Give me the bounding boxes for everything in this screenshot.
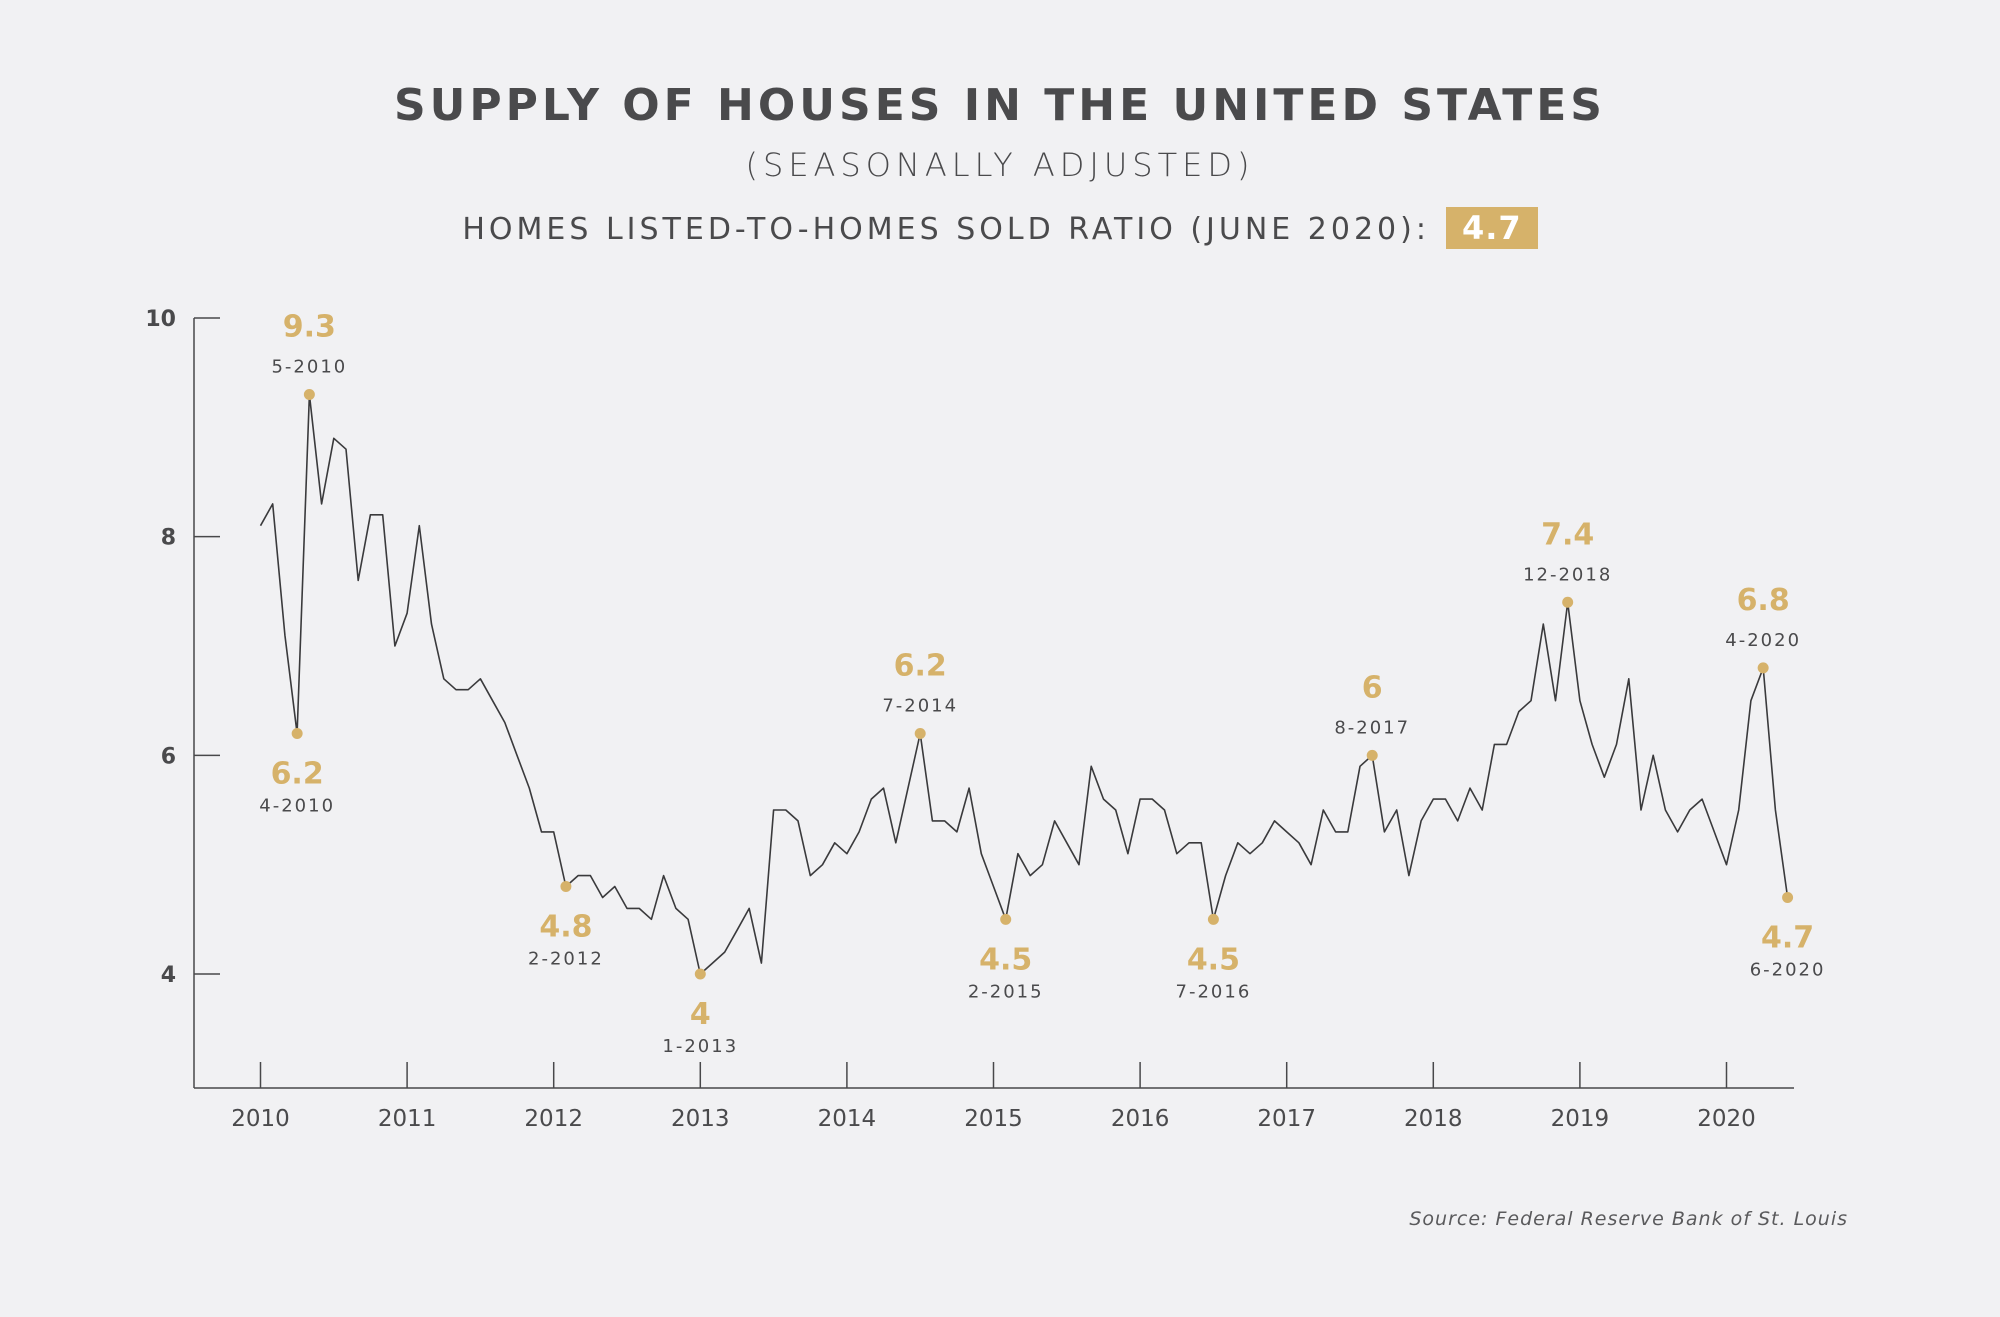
annotation-point (560, 881, 572, 893)
x-tick-label: 2020 (1697, 1106, 1756, 1132)
annotation-point (1000, 913, 1012, 925)
x-tick-label: 2015 (964, 1106, 1023, 1132)
annotation-point (1757, 662, 1769, 674)
x-tick-label: 2019 (1551, 1106, 1610, 1132)
annotation-value: 4.5 (1187, 942, 1240, 977)
annotation-value: 4.7 (1761, 920, 1814, 955)
annotation-date: 7-2014 (882, 695, 958, 716)
annotation-point (1366, 749, 1378, 761)
annotation-value: 7.4 (1541, 517, 1594, 552)
x-tick-label: 2011 (378, 1106, 437, 1132)
annotation-point (694, 968, 706, 980)
annotation-value: 4.8 (539, 910, 592, 945)
annotation-value: 9.3 (283, 310, 336, 345)
chart-subtitle: (SEASONALLY ADJUSTED) (745, 146, 1255, 184)
ratio-line: HOMES LISTED-TO-HOMES SOLD RATIO (JUNE 2… (0, 207, 2000, 249)
y-tick-label: 8 (161, 526, 176, 551)
annotation-date: 5-2010 (271, 357, 347, 378)
annotation-date: 12-2018 (1523, 564, 1612, 585)
annotation-value: 6.8 (1737, 583, 1790, 618)
annotation-point (1207, 913, 1219, 925)
annotation-value: 6.2 (894, 648, 947, 683)
source-note: Source: Federal Reserve Bank of St. Loui… (1409, 1208, 1848, 1230)
annotation-value: 4 (690, 997, 711, 1032)
annotation-date: 7-2016 (1176, 981, 1252, 1002)
annotation-date: 1-2013 (662, 1036, 738, 1057)
annotation-point (291, 727, 303, 739)
x-tick-label: 2017 (1257, 1106, 1316, 1132)
x-tick-label: 2012 (524, 1106, 583, 1132)
annotation-value: 6.2 (271, 756, 324, 791)
y-tick-label: 10 (145, 307, 176, 332)
annotation-value: 6 (1362, 670, 1383, 705)
ratio-label: HOMES LISTED-TO-HOMES SOLD RATIO (JUNE 2… (462, 212, 1430, 247)
annotation-value: 4.5 (979, 942, 1032, 977)
annotation-point (914, 727, 926, 739)
y-tick-label: 4 (161, 963, 176, 988)
annotation-date: 4-2020 (1725, 630, 1801, 651)
annotation-date: 6-2020 (1750, 959, 1826, 980)
ratio-value-badge: 4.7 (1445, 207, 1538, 249)
x-tick-label: 2014 (818, 1106, 877, 1132)
annotation-point (1782, 891, 1794, 903)
annotation-date: 2-2015 (968, 981, 1044, 1002)
chart-title: SUPPLY OF HOUSES IN THE UNITED STATES (393, 80, 1606, 131)
x-tick-label: 2016 (1111, 1106, 1170, 1132)
x-tick-label: 2010 (231, 1106, 290, 1132)
y-tick-label: 6 (161, 744, 176, 769)
x-tick-label: 2018 (1404, 1106, 1463, 1132)
series-line (259, 393, 1789, 975)
annotation-date: 2-2012 (528, 949, 604, 970)
x-tick-label: 2013 (671, 1106, 730, 1132)
annotation-point (1562, 596, 1574, 608)
annotation-date: 8-2017 (1334, 717, 1410, 738)
annotation-point (303, 389, 315, 401)
annotation-date: 4-2010 (259, 795, 335, 816)
